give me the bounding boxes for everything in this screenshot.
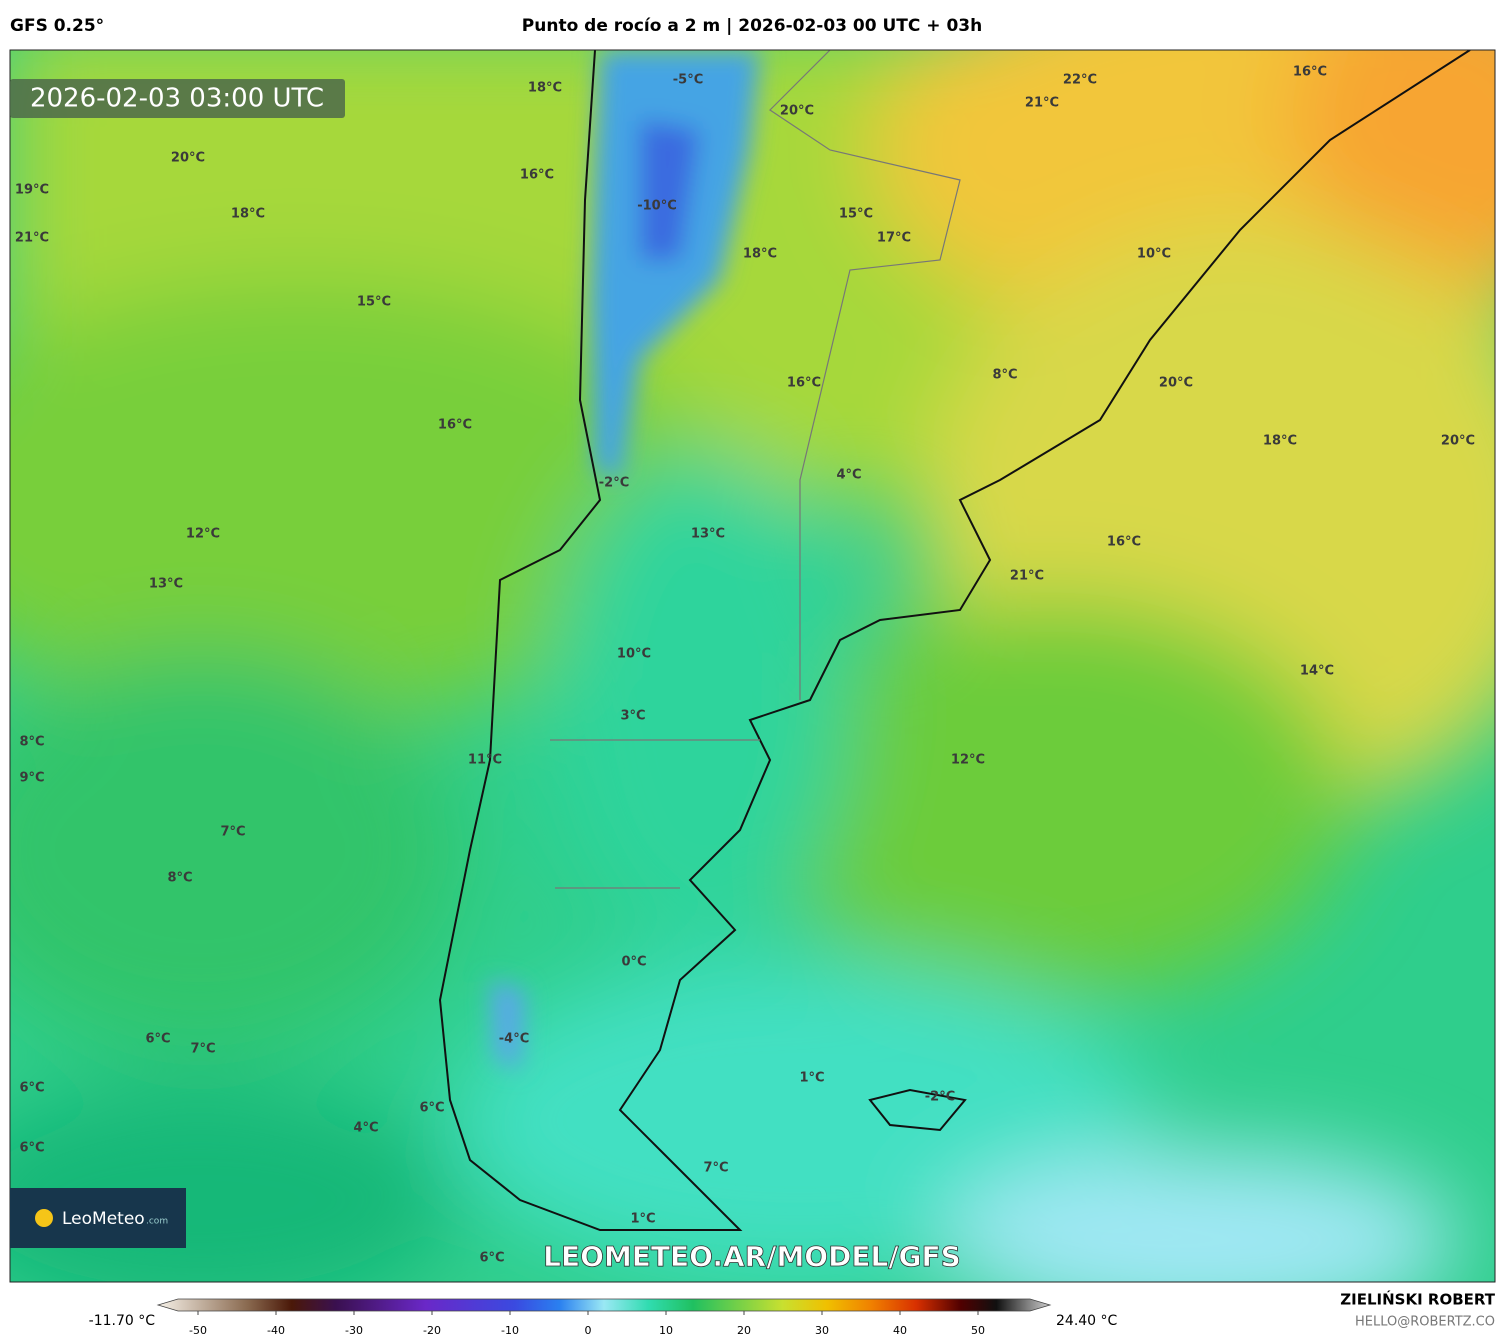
dewpoint-label: 7°C <box>190 1042 215 1057</box>
dewpoint-label: 22°C <box>1063 73 1097 88</box>
logo-sun <box>35 1209 53 1227</box>
dewpoint-label: 16°C <box>787 376 821 391</box>
dewpoint-label: 20°C <box>1441 434 1475 449</box>
model-name: GFS 0.25° <box>10 16 104 36</box>
credit-contact: HELLO@ROBERTZ.CO <box>1355 1315 1495 1330</box>
dewpoint-label: 21°C <box>15 231 49 246</box>
timestamp: 2026-02-03 03:00 UTC <box>30 84 324 114</box>
dewpoint-label: 12°C <box>951 753 985 768</box>
dewpoint-label: 20°C <box>171 151 205 166</box>
dewpoint-label: 9°C <box>19 771 44 786</box>
dewpoint-label: 1°C <box>630 1212 655 1227</box>
dewpoint-label: 12°C <box>186 527 220 542</box>
dewpoint-label: 18°C <box>1263 434 1297 449</box>
dewpoint-label: -2°C <box>599 476 629 491</box>
map-title: Punto de rocío a 2 m | 2026-02-03 00 UTC… <box>522 16 982 36</box>
colorbar-tick-label: -20 <box>423 1324 441 1337</box>
dewpoint-label: -4°C <box>499 1032 529 1047</box>
timestamp-box <box>10 79 345 118</box>
dewpoint-label: 16°C <box>1107 535 1141 550</box>
dewpoint-label: 3°C <box>620 709 645 724</box>
dewpoint-label: 8°C <box>167 871 192 886</box>
colorbar-tick-label: 30 <box>815 1324 829 1337</box>
dewpoint-label: -2°C <box>925 1090 955 1105</box>
dewpoint-label: 4°C <box>353 1121 378 1136</box>
dewpoint-label: 11°C <box>468 753 502 768</box>
dewpoint-label: 7°C <box>220 825 245 840</box>
dewpoint-label: 16°C <box>438 418 472 433</box>
dewpoint-label: 0°C <box>621 955 646 970</box>
dewpoint-label: 8°C <box>19 735 44 750</box>
dewpoint-label: 6°C <box>19 1081 44 1096</box>
dewpoint-label: 7°C <box>703 1161 728 1176</box>
dewpoint-label: 18°C <box>231 207 265 222</box>
colorbar-tick-label: -40 <box>267 1324 285 1337</box>
dewpoint-label: -5°C <box>673 73 703 88</box>
dewpoint-label: 8°C <box>992 368 1017 383</box>
dewpoint-label: 13°C <box>149 577 183 592</box>
logo-name: LeoMeteo <box>62 1209 145 1229</box>
dewpoint-label: 6°C <box>479 1251 504 1266</box>
colorbar-tick-label: -50 <box>189 1324 207 1337</box>
dewpoint-label: 16°C <box>520 168 554 183</box>
colorbar-max: 24.40 °C <box>1056 1313 1118 1329</box>
colorbar-tick-label: 50 <box>971 1324 985 1337</box>
dewpoint-label: 21°C <box>1010 569 1044 584</box>
dewpoint-label: 18°C <box>743 247 777 262</box>
dewpoint-label: 4°C <box>836 468 861 483</box>
colorbar-tick-label: -30 <box>345 1324 363 1337</box>
dewpoint-label: 6°C <box>19 1141 44 1156</box>
colorbar-tick-label: 20 <box>737 1324 751 1337</box>
dewpoint-label: 13°C <box>691 527 725 542</box>
dewpoint-label: 19°C <box>15 183 49 198</box>
dewpoint-label: 6°C <box>145 1032 170 1047</box>
colorbar-tick-label: -10 <box>501 1324 519 1337</box>
colorbar: -50 -40 -30 -20 -10 0 10 20 30 40 50 <box>156 1298 1052 1337</box>
dewpoint-label: 17°C <box>877 231 911 246</box>
colorbar-tick-label: 40 <box>893 1324 907 1337</box>
dewpoint-label: 14°C <box>1300 664 1334 679</box>
dewpoint-label: 10°C <box>617 647 651 662</box>
dewpoint-label: 18°C <box>528 81 562 96</box>
colorbar-min: -11.70 °C <box>89 1313 156 1329</box>
watermark: LEOMETEO.AR/MODEL/GFS <box>543 1240 961 1273</box>
dewpoint-label: 16°C <box>1293 65 1327 80</box>
dewpoint-label: 15°C <box>839 207 873 222</box>
dewpoint-label: 15°C <box>357 295 391 310</box>
colorbar-tick-label: 10 <box>659 1324 673 1337</box>
dewpoint-label: 1°C <box>799 1071 824 1086</box>
dewpoint-label: 10°C <box>1137 247 1171 262</box>
colorbar-tick-label: 0 <box>585 1324 592 1337</box>
dewpoint-label: 21°C <box>1025 96 1059 111</box>
dewpoint-label: 20°C <box>780 104 814 119</box>
dewpoint-label: 20°C <box>1159 376 1193 391</box>
dewpoint-label: -10°C <box>637 199 677 214</box>
credit-author: ZIELIŃSKI ROBERT <box>1340 1290 1495 1309</box>
logo-suffix: .com <box>146 1217 168 1227</box>
dewpoint-label: 6°C <box>419 1101 444 1116</box>
